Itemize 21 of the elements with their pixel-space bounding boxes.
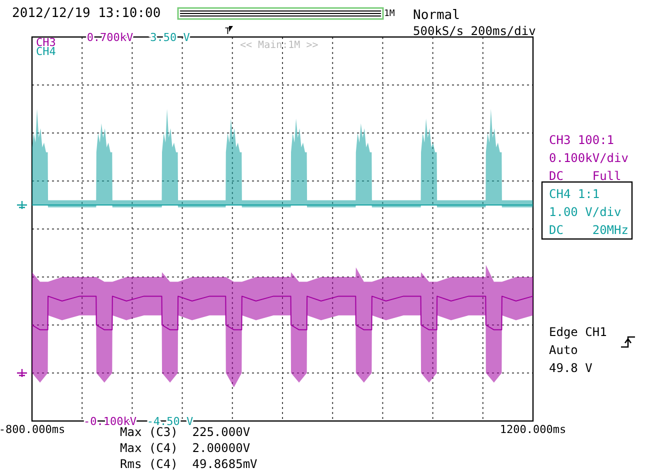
text: Max (C3) 225.000V — [120, 425, 250, 439]
text: Normal — [413, 8, 460, 23]
annotation: << Main:1M >> — [240, 40, 318, 51]
text: 1.00 V/div — [549, 205, 622, 219]
text: CH4 — [36, 45, 56, 58]
text: 1M — [384, 9, 396, 19]
text: Rms (C4) 49.8685mV — [120, 457, 258, 471]
text: DC Full — [549, 169, 622, 183]
text: Auto — [549, 343, 578, 357]
line-series — [32, 296, 534, 330]
text: 2012/12/19 13:10:00 — [12, 6, 161, 21]
text: 49.8 V — [549, 361, 592, 375]
text: CH4 1:1 — [549, 187, 600, 201]
text: 0.100kV/div — [549, 151, 628, 165]
annotation: 500kS/s 200ms/div — [413, 24, 536, 38]
x-tick-label: -800.000ms — [0, 423, 66, 436]
text: DC 20MHz — [549, 223, 628, 237]
text: CH3 100:1 — [549, 133, 614, 147]
text: Edge CH1 — [549, 325, 607, 339]
text: Max (C4) 2.00000V — [120, 441, 250, 455]
x-tick-label: 1200.000ms — [500, 423, 566, 436]
